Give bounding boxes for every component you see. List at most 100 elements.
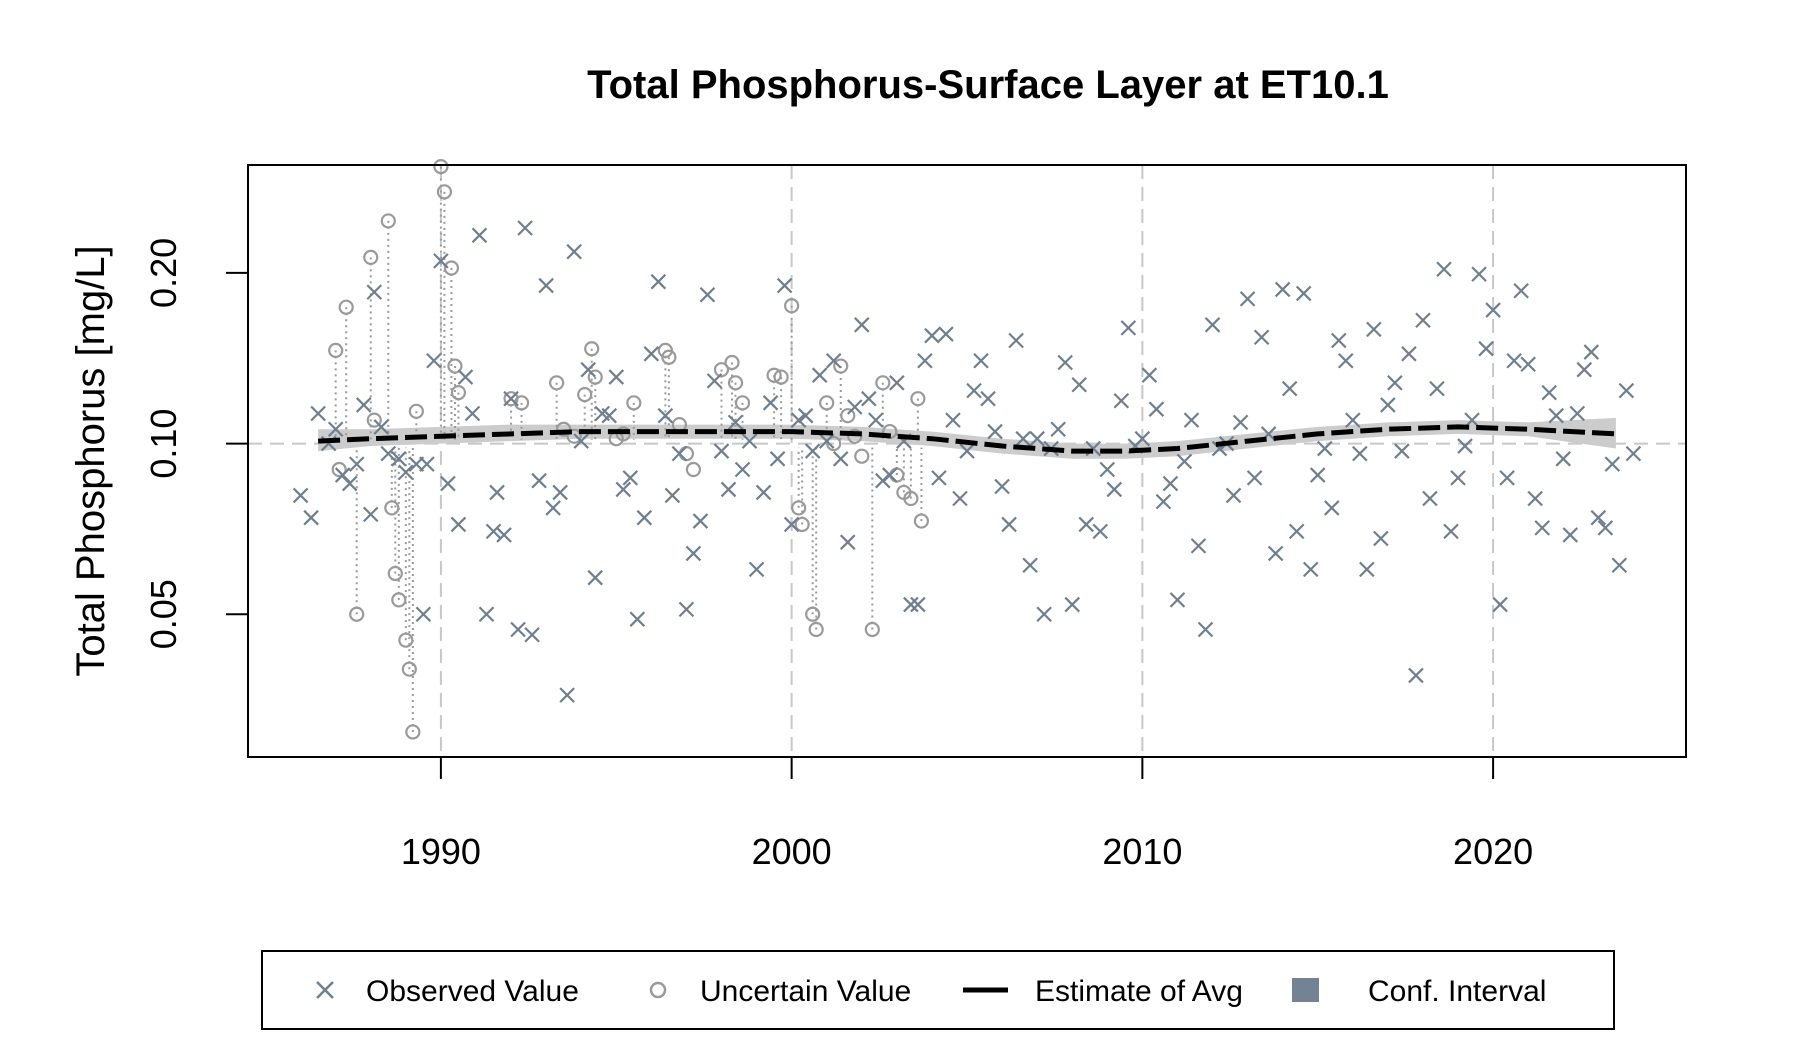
observed-point-136 <box>1253 329 1270 346</box>
y-tick-label-0: 0.05 <box>143 579 184 649</box>
observed-point-119 <box>1134 430 1151 447</box>
observed-point-32 <box>524 626 540 643</box>
observed-point-177 <box>1541 384 1557 401</box>
observed-point-43 <box>601 407 618 424</box>
observed-point-165 <box>1457 438 1473 454</box>
estimate-line <box>317 424 1617 454</box>
observed-point-145 <box>1316 440 1333 457</box>
uncertain-point-23 <box>566 428 582 444</box>
y-tick-label-2: 0.20 <box>143 238 184 308</box>
observed-point-171 <box>1499 470 1515 486</box>
uncertain-point-39 <box>766 367 782 383</box>
observed-point-53 <box>671 445 688 462</box>
observed-point-40 <box>580 361 596 378</box>
observed-point-26 <box>485 523 502 540</box>
uncertain-point-4 <box>363 249 379 266</box>
uncertain-point-8 <box>387 565 403 582</box>
uncertain-point-36 <box>724 354 740 371</box>
ci-band-area <box>318 417 1616 459</box>
uncertain-point-13 <box>408 403 424 419</box>
observed-point-73 <box>811 367 828 383</box>
uncertain-point-42 <box>791 500 807 516</box>
observed-point-33 <box>531 472 547 489</box>
uncertain-point-24 <box>577 387 593 403</box>
observed-point-76 <box>832 451 849 467</box>
observed-point-122 <box>1155 493 1172 510</box>
observed-point-30 <box>510 621 526 638</box>
observed-point-74 <box>818 433 835 449</box>
observed-point-57 <box>699 287 716 303</box>
observed-point-47 <box>629 611 646 627</box>
observed-point-9 <box>362 506 379 523</box>
uncertain-point-59 <box>913 513 930 529</box>
observed-point-17 <box>419 456 435 472</box>
observed-point-116 <box>1113 392 1130 409</box>
observed-point-22 <box>457 369 474 385</box>
x-tick-label-1: 2000 <box>752 831 832 872</box>
observed-point-140 <box>1281 380 1298 397</box>
observed-point-50 <box>650 273 667 290</box>
observed-point-155 <box>1387 375 1403 391</box>
uncertain-point-44 <box>805 606 821 622</box>
uncertain-point-49 <box>840 408 856 424</box>
uncertain-point-17 <box>447 358 463 374</box>
observed-point-144 <box>1309 467 1326 483</box>
observed-point-6 <box>341 475 358 492</box>
uncertain-point-53 <box>875 375 891 391</box>
y-axis-label: Total Phosphorus [mg/L] <box>69 245 113 676</box>
uncertain-point-52 <box>864 621 880 638</box>
observed-point-31 <box>517 220 533 236</box>
uncertain-point-43 <box>794 516 810 533</box>
observed-point-66 <box>762 395 779 411</box>
uncertain-point-11 <box>401 661 417 677</box>
observed-point-97 <box>980 390 996 407</box>
observed-point-86 <box>903 596 919 613</box>
legend-observed-label: Observed Value <box>366 975 579 1008</box>
observed-point-185 <box>1597 520 1614 536</box>
uncertain-point-33 <box>678 446 695 462</box>
observed-point-52 <box>664 487 681 504</box>
uncertain-point-6 <box>380 213 396 229</box>
observed-point-84 <box>889 375 905 391</box>
observed-point-133 <box>1232 414 1249 431</box>
uncertain-points <box>328 158 930 740</box>
uncertain-point-41 <box>784 298 800 314</box>
observed-point-7 <box>348 456 365 472</box>
observed-point-146 <box>1323 500 1340 516</box>
observed-point-164 <box>1450 470 1466 486</box>
observed-point-29 <box>503 390 519 407</box>
x-tick-label-0: 1990 <box>401 831 481 872</box>
observed-point-102 <box>1015 430 1031 447</box>
observed-point-39 <box>573 433 589 449</box>
observed-point-157 <box>1401 346 1417 362</box>
observed-point-78 <box>846 399 863 415</box>
observed-point-2 <box>310 405 326 422</box>
observed-point-169 <box>1485 302 1501 318</box>
observed-point-96 <box>973 352 989 369</box>
observed-point-126 <box>1183 412 1200 428</box>
observed-point-138 <box>1267 545 1284 562</box>
uncertain-point-51 <box>854 448 870 464</box>
uncertain-point-2 <box>338 299 354 315</box>
observed-point-182 <box>1576 361 1593 378</box>
observed-point-135 <box>1246 470 1263 486</box>
observed-point-80 <box>861 390 877 407</box>
observed-point-55 <box>685 545 702 562</box>
observed-point-132 <box>1225 487 1242 504</box>
observed-point-63 <box>741 433 758 449</box>
observed-point-180 <box>1562 527 1579 543</box>
observed-point-186 <box>1604 456 1621 472</box>
observed-point-148 <box>1338 352 1354 369</box>
observed-point-69 <box>783 516 800 533</box>
observed-point-142 <box>1295 285 1312 302</box>
estimate-of-avg-line <box>317 424 1617 454</box>
observed-point-21 <box>450 516 467 533</box>
y-tick-label-1: 0.10 <box>143 409 184 479</box>
legend-uncertain-symbol <box>649 981 667 999</box>
observed-point-167 <box>1471 266 1487 282</box>
observed-point-127 <box>1190 538 1207 554</box>
observed-point-34 <box>538 277 554 294</box>
uncertain-point-14 <box>433 158 449 175</box>
observed-point-20 <box>440 475 456 492</box>
